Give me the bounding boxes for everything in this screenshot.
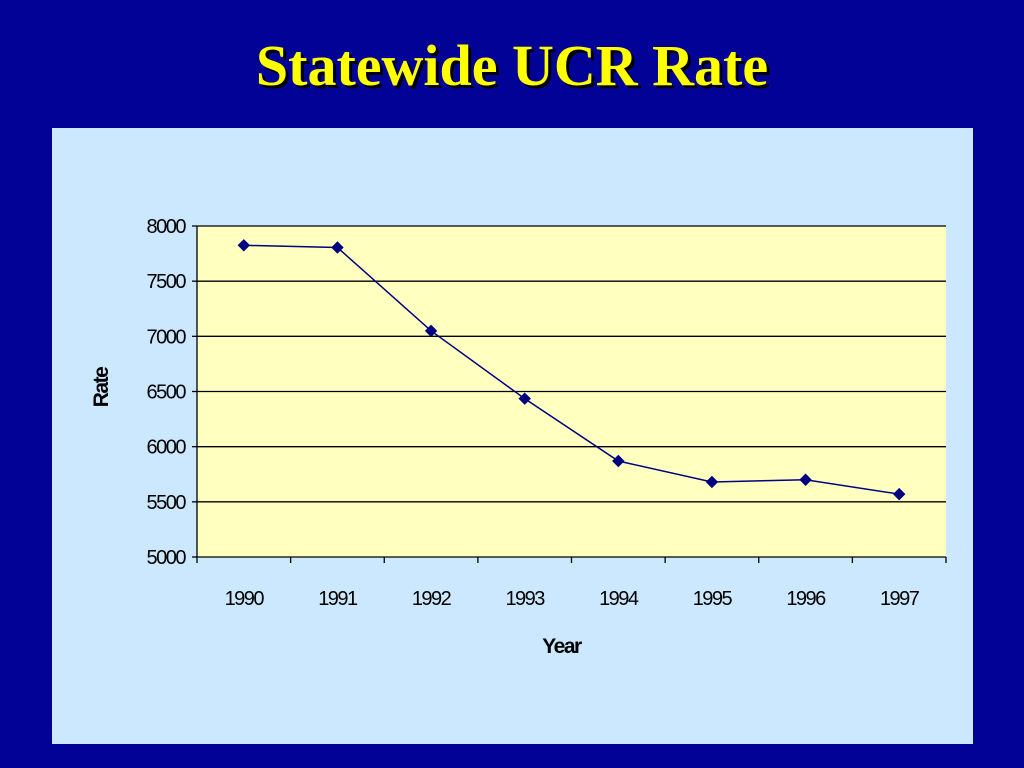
y-tick-label: 6000 xyxy=(147,437,187,459)
series-line xyxy=(243,244,900,495)
data-point xyxy=(799,473,812,486)
x-tick-label: 1997 xyxy=(880,588,920,610)
y-tick-label: 8000 xyxy=(147,216,187,238)
y-tick-label: 6500 xyxy=(147,382,187,404)
x-tick-label: 1996 xyxy=(786,588,826,610)
gridlines xyxy=(197,225,946,503)
y-tick-label: 5500 xyxy=(147,492,187,514)
data-point xyxy=(237,239,251,252)
x-tick-label: 1993 xyxy=(505,588,545,610)
y-tick-label: 5000 xyxy=(147,547,187,569)
y-tick-label: 7500 xyxy=(147,271,187,293)
tick-labels: 5000 5500 6000 6500 7000 7500 8000 1990 1991 1992… xyxy=(147,216,922,610)
x-tick-label: 1992 xyxy=(412,588,452,610)
x-axis-title: Year xyxy=(542,635,582,658)
slide-title: Statewide UCR Rate xyxy=(255,33,769,98)
x-tick-label: 1990 xyxy=(225,588,265,610)
data-point xyxy=(518,392,531,405)
x-tick-label: 1995 xyxy=(693,588,733,610)
chart-area: 5000 5500 6000 6500 7000 7500 8000 1990 1991 1992… xyxy=(52,128,973,744)
data-point xyxy=(331,241,344,254)
data-point xyxy=(612,454,625,468)
line-chart: 5000 5500 6000 6500 7000 7500 8000 1990 1991 1992… xyxy=(90,216,947,658)
y-axis-title: Rate xyxy=(90,367,113,407)
x-tick-label: 1991 xyxy=(318,588,358,610)
axes xyxy=(192,225,947,563)
data-point xyxy=(705,475,719,489)
data-point xyxy=(424,324,438,338)
data-point xyxy=(892,487,906,501)
series xyxy=(237,239,906,501)
x-tick-label: 1994 xyxy=(599,588,639,610)
y-tick-label: 7000 xyxy=(147,326,187,348)
